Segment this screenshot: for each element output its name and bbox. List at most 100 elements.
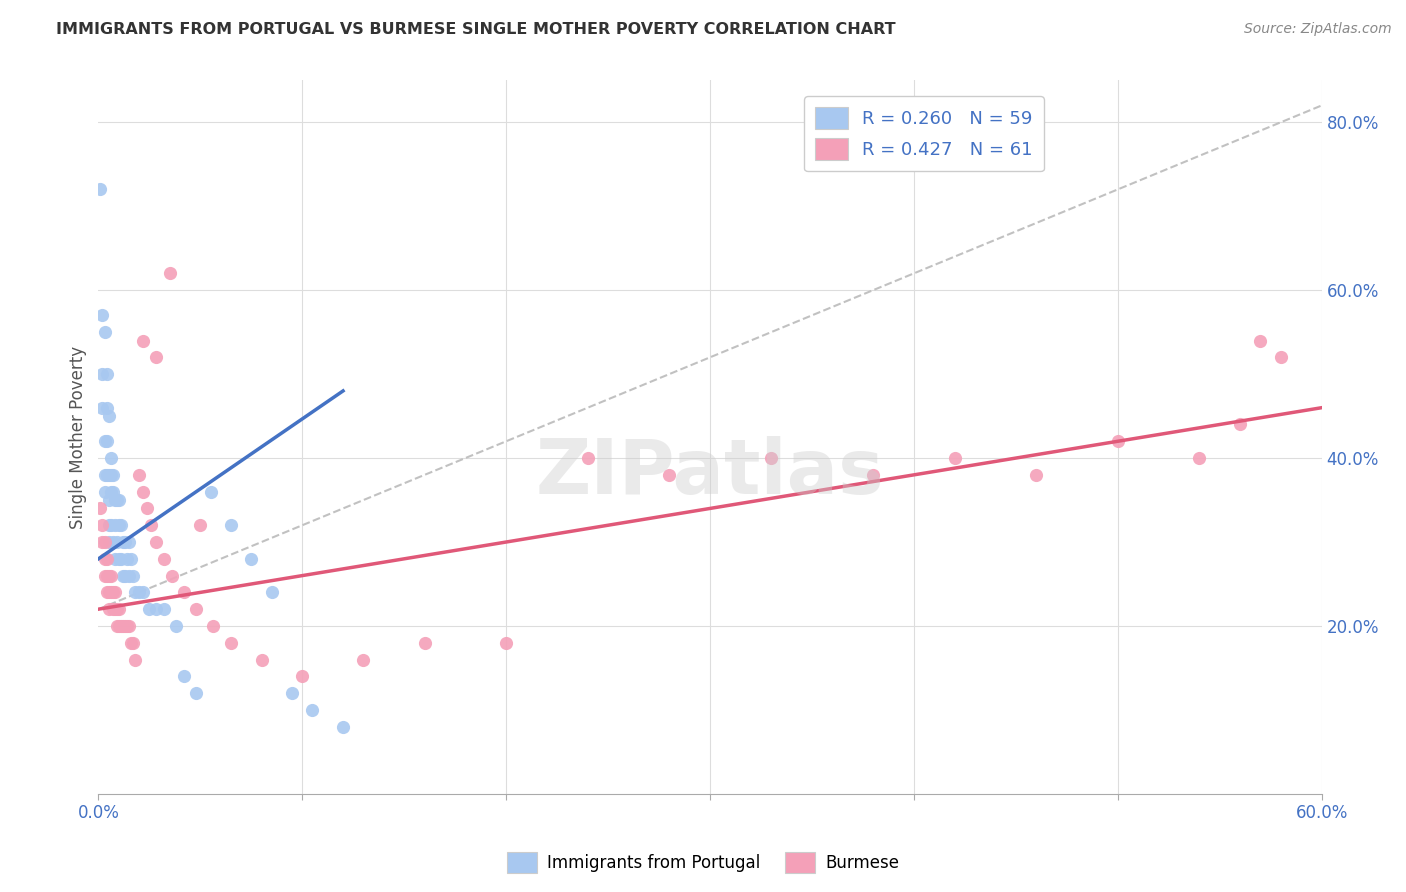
- Point: [120, 636, 142, 650]
- Point: [100, 518, 122, 533]
- Point: [104, 551, 127, 566]
- Point: [91, 309, 114, 323]
- Point: [173, 669, 195, 683]
- Point: [128, 467, 150, 482]
- Point: [761, 451, 783, 466]
- Point: [159, 266, 181, 280]
- Point: [101, 602, 124, 616]
- Point: [101, 484, 124, 499]
- Point: [108, 619, 131, 633]
- Point: [250, 652, 273, 666]
- Point: [188, 518, 212, 533]
- Point: [97, 467, 120, 482]
- Point: [104, 585, 127, 599]
- Point: [96, 551, 118, 566]
- Point: [97, 493, 120, 508]
- Point: [93, 568, 115, 582]
- Point: [114, 535, 136, 549]
- Point: [118, 619, 141, 633]
- Point: [1025, 467, 1047, 482]
- Point: [100, 451, 122, 466]
- Point: [136, 501, 159, 516]
- Point: [89, 182, 111, 196]
- Point: [1188, 451, 1211, 466]
- Point: [118, 568, 141, 582]
- Point: [111, 568, 134, 582]
- Point: [108, 493, 131, 508]
- Point: [93, 467, 115, 482]
- Point: [96, 467, 118, 482]
- Point: [201, 619, 224, 633]
- Point: [943, 451, 966, 466]
- Point: [114, 568, 136, 582]
- Point: [352, 652, 374, 666]
- Point: [122, 636, 145, 650]
- Point: [120, 551, 142, 566]
- Point: [101, 585, 124, 599]
- Point: [91, 535, 114, 549]
- Point: [132, 484, 155, 499]
- Point: [100, 484, 122, 499]
- Point: [108, 518, 131, 533]
- Point: [96, 434, 118, 449]
- Point: [110, 518, 132, 533]
- Point: [152, 551, 174, 566]
- Point: [110, 619, 132, 633]
- Point: [152, 602, 174, 616]
- Point: [145, 602, 167, 616]
- Legend: R = 0.260   N = 59, R = 0.427   N = 61: R = 0.260 N = 59, R = 0.427 N = 61: [804, 96, 1043, 171]
- Point: [141, 518, 163, 533]
- Point: [122, 568, 145, 582]
- Point: [576, 451, 599, 466]
- Point: [219, 518, 242, 533]
- Point: [138, 602, 160, 616]
- Point: [200, 484, 222, 499]
- Point: [97, 535, 120, 549]
- Point: [110, 551, 132, 566]
- Point: [281, 686, 304, 700]
- Point: [145, 351, 167, 365]
- Point: [115, 619, 138, 633]
- Point: [332, 720, 354, 734]
- Point: [413, 636, 436, 650]
- Point: [101, 535, 124, 549]
- Point: [97, 602, 120, 616]
- Point: [105, 535, 128, 549]
- Point: [115, 551, 138, 566]
- Point: [1107, 434, 1129, 449]
- Point: [97, 409, 120, 423]
- Point: [104, 493, 127, 508]
- Point: [104, 602, 127, 616]
- Point: [301, 703, 323, 717]
- Point: [132, 585, 155, 599]
- Point: [124, 652, 146, 666]
- Point: [100, 585, 122, 599]
- Point: [111, 619, 134, 633]
- Point: [118, 535, 141, 549]
- Point: [173, 585, 195, 599]
- Point: [1249, 334, 1271, 348]
- Point: [97, 568, 120, 582]
- Point: [160, 568, 183, 582]
- Point: [1229, 417, 1251, 432]
- Point: [89, 501, 111, 516]
- Text: IMMIGRANTS FROM PORTUGAL VS BURMESE SINGLE MOTHER POVERTY CORRELATION CHART: IMMIGRANTS FROM PORTUGAL VS BURMESE SING…: [56, 22, 896, 37]
- Point: [93, 535, 115, 549]
- Point: [101, 467, 124, 482]
- Point: [105, 493, 128, 508]
- Point: [165, 619, 187, 633]
- Point: [291, 669, 314, 683]
- Point: [260, 585, 283, 599]
- Point: [100, 568, 122, 582]
- Point: [658, 467, 681, 482]
- Point: [186, 686, 208, 700]
- Point: [97, 585, 120, 599]
- Point: [97, 518, 120, 533]
- Point: [186, 602, 208, 616]
- Point: [91, 401, 114, 415]
- Point: [96, 585, 118, 599]
- Point: [104, 518, 127, 533]
- Point: [108, 551, 131, 566]
- Point: [111, 535, 134, 549]
- Point: [219, 636, 242, 650]
